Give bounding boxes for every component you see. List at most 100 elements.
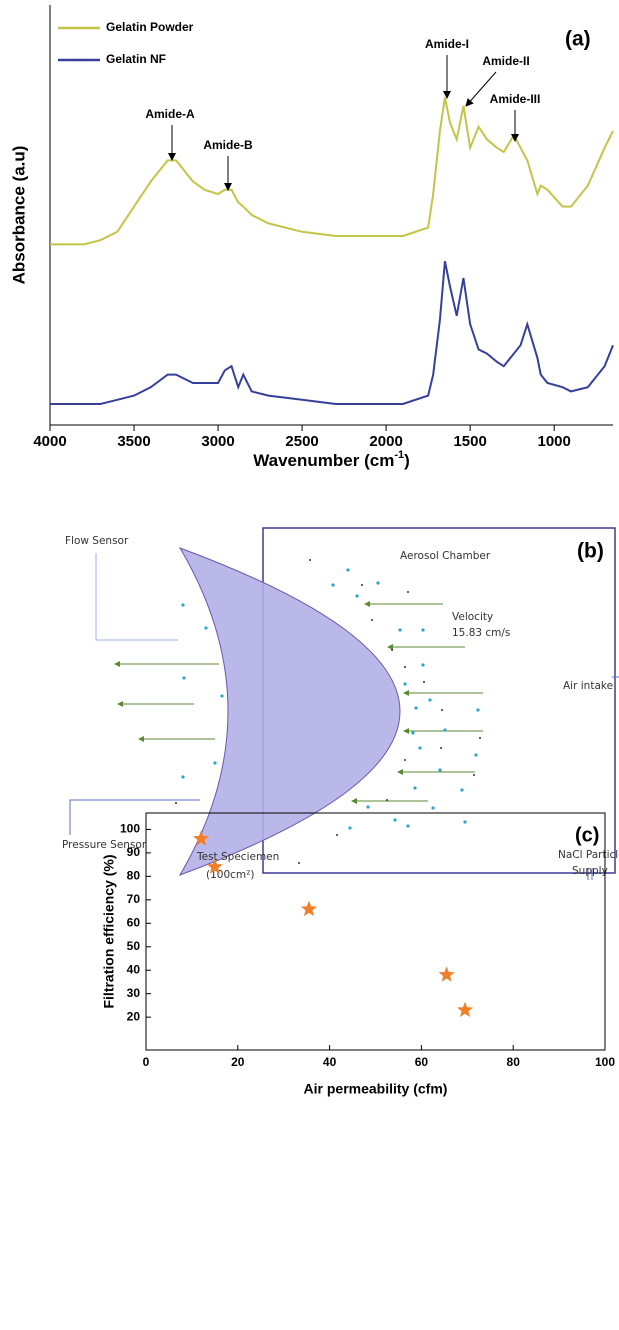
- particle: [213, 761, 217, 765]
- x-tick-label: 40: [323, 1055, 337, 1069]
- annotation: Amide-II: [482, 54, 529, 68]
- particle: [421, 628, 425, 632]
- particle: [443, 728, 447, 732]
- label: Pressure Sensor: [62, 839, 147, 851]
- annotation: Amide-III: [490, 92, 541, 106]
- annotation-arrow: [465, 71, 497, 107]
- particle: [423, 681, 425, 683]
- label: Test Speciemen: [196, 851, 279, 863]
- flow-arrows: [114, 601, 483, 804]
- y-axis-title: Filtration efficiency (%): [101, 854, 117, 1008]
- particle: [393, 818, 397, 822]
- label: Flow Sensor: [65, 535, 129, 547]
- x-tick-label: 20: [231, 1055, 245, 1069]
- particle: [438, 768, 442, 772]
- particle: [398, 628, 402, 632]
- particle: [440, 747, 442, 749]
- panel-label: (b): [577, 540, 604, 563]
- particle: [391, 649, 393, 651]
- particle: [182, 676, 186, 680]
- x-tick-label: 3000: [201, 433, 234, 450]
- x-axis-title: Wavenumber (cm-1): [253, 449, 410, 471]
- x-tick-label: 2000: [369, 433, 402, 450]
- particle: [336, 834, 338, 836]
- particle: [371, 619, 373, 621]
- particle: [298, 862, 300, 864]
- flow-sensor-line: [95, 553, 178, 641]
- legend-label: Gelatin Powder: [106, 20, 194, 34]
- series-line: [50, 97, 614, 246]
- y-tick-label: 90: [127, 845, 141, 859]
- y-tick-label: 100: [120, 822, 140, 836]
- label: Air intake: [563, 680, 613, 692]
- y-tick-label: 50: [127, 939, 141, 953]
- particle: [428, 698, 432, 702]
- particle: [348, 826, 352, 830]
- point: [300, 900, 317, 917]
- y-tick-label: 80: [127, 869, 141, 883]
- panel-label: (c): [575, 824, 599, 846]
- y-tick-label: 70: [127, 892, 141, 906]
- particle: [204, 626, 208, 630]
- specimen: [178, 547, 401, 876]
- label: Aerosol Chamber: [400, 550, 491, 562]
- x-tick-label: 0: [143, 1055, 150, 1069]
- label: Supply: [572, 865, 608, 877]
- point: [456, 1001, 474, 1017]
- y-tick-label: 20: [127, 1009, 141, 1023]
- x-tick-label: 1000: [537, 433, 570, 450]
- label: 15.83 cm/s: [452, 627, 510, 639]
- particle: [460, 788, 464, 792]
- particle: [421, 663, 425, 667]
- particle: [376, 581, 380, 585]
- x-tick-label: 60: [415, 1055, 429, 1069]
- particle: [404, 666, 406, 668]
- x-tick-label: 4000: [33, 433, 66, 450]
- particle: [309, 559, 311, 561]
- legend-label: Gelatin NF: [106, 52, 166, 66]
- y-tick-label: 40: [127, 962, 141, 976]
- x-axis-title-part: -1: [394, 449, 404, 461]
- annotation: Amide-I: [425, 37, 469, 51]
- annotation: Amide-A: [145, 107, 195, 121]
- particle: [407, 591, 409, 593]
- particle: [413, 786, 417, 790]
- x-axis-title-part: Wavenumber (cm: [253, 451, 394, 470]
- particles: [175, 559, 481, 864]
- y-tick-label: 60: [127, 915, 141, 929]
- panel-label: (a): [565, 28, 591, 51]
- diagram: Flow Sensor Aerosol Chamber Velocity 15.…: [62, 527, 619, 881]
- particle: [181, 775, 185, 779]
- x-axis-title-part: ): [404, 451, 410, 470]
- particle: [403, 682, 407, 686]
- particle: [175, 802, 177, 804]
- particle: [366, 805, 370, 809]
- particle: [181, 603, 185, 607]
- particle: [220, 694, 224, 698]
- particle: [406, 824, 410, 828]
- particle: [476, 708, 480, 712]
- x-axis-title: Air permeability (cfm): [304, 1081, 448, 1097]
- particle: [479, 737, 481, 739]
- y-tick-label: 30: [127, 986, 141, 1000]
- particle: [361, 584, 363, 586]
- particle: [441, 709, 443, 711]
- point: [438, 966, 455, 982]
- pressure-sensor-line: [69, 799, 200, 835]
- particle: [411, 731, 415, 735]
- particle: [463, 820, 467, 824]
- x-tick-label: 2500: [285, 433, 318, 450]
- particle: [386, 799, 388, 801]
- series-line: [50, 261, 614, 405]
- plot-frame: [145, 812, 606, 1051]
- x-tick-label: 1500: [453, 433, 486, 450]
- point: [193, 830, 210, 846]
- particle: [414, 706, 418, 710]
- particle: [474, 753, 478, 757]
- particle: [331, 583, 335, 587]
- particle: [346, 568, 350, 572]
- particle: [404, 759, 406, 761]
- particle: [431, 806, 435, 810]
